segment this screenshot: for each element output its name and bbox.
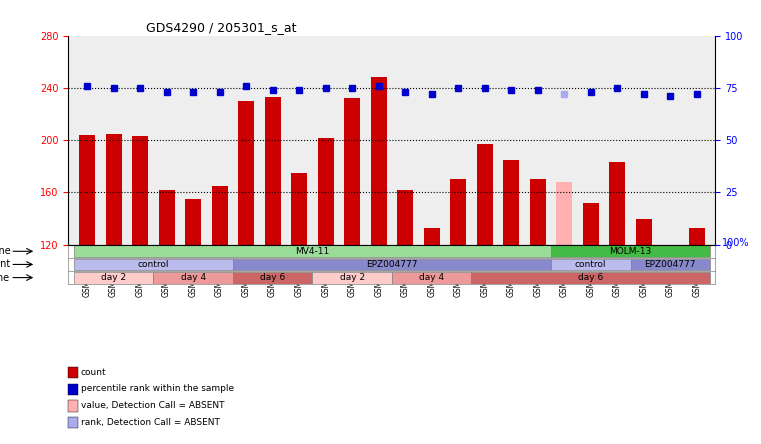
Bar bbox=[397, 190, 413, 245]
FancyBboxPatch shape bbox=[74, 258, 233, 270]
Text: day 4: day 4 bbox=[419, 273, 444, 282]
Text: EPZ004777: EPZ004777 bbox=[645, 260, 696, 269]
Text: cell line: cell line bbox=[0, 246, 11, 256]
Text: EPZ004777: EPZ004777 bbox=[366, 260, 418, 269]
Text: day 4: day 4 bbox=[180, 273, 205, 282]
Bar bbox=[158, 190, 174, 245]
Text: control: control bbox=[575, 260, 607, 269]
Bar bbox=[79, 135, 95, 245]
Bar bbox=[556, 182, 572, 245]
Text: day 6: day 6 bbox=[578, 273, 603, 282]
Text: percentile rank within the sample: percentile rank within the sample bbox=[81, 385, 234, 393]
Bar bbox=[371, 77, 387, 245]
Bar bbox=[451, 179, 466, 245]
Bar bbox=[530, 179, 546, 245]
FancyBboxPatch shape bbox=[631, 258, 710, 270]
FancyBboxPatch shape bbox=[153, 272, 233, 284]
Text: MOLM-13: MOLM-13 bbox=[610, 247, 651, 256]
Bar bbox=[583, 203, 599, 245]
Bar bbox=[317, 138, 333, 245]
Bar bbox=[238, 101, 254, 245]
Text: time: time bbox=[0, 273, 11, 282]
Bar bbox=[265, 97, 281, 245]
FancyBboxPatch shape bbox=[472, 272, 710, 284]
Bar bbox=[476, 144, 492, 245]
Bar bbox=[106, 134, 122, 245]
Bar bbox=[689, 228, 705, 245]
Text: 100%: 100% bbox=[721, 238, 750, 248]
FancyBboxPatch shape bbox=[233, 258, 551, 270]
Bar bbox=[291, 173, 307, 245]
Bar bbox=[185, 199, 201, 245]
FancyBboxPatch shape bbox=[551, 258, 631, 270]
Text: control: control bbox=[138, 260, 169, 269]
Text: MV4-11: MV4-11 bbox=[295, 247, 330, 256]
Bar bbox=[424, 228, 440, 245]
FancyBboxPatch shape bbox=[551, 246, 710, 257]
Bar bbox=[132, 136, 148, 245]
Bar bbox=[503, 160, 519, 245]
Text: agent: agent bbox=[0, 259, 11, 270]
Bar bbox=[610, 163, 626, 245]
FancyBboxPatch shape bbox=[74, 246, 551, 257]
Text: day 6: day 6 bbox=[260, 273, 285, 282]
Text: rank, Detection Call = ABSENT: rank, Detection Call = ABSENT bbox=[81, 418, 219, 427]
Bar bbox=[635, 218, 651, 245]
Text: day 2: day 2 bbox=[101, 273, 126, 282]
Text: day 2: day 2 bbox=[339, 273, 365, 282]
FancyBboxPatch shape bbox=[312, 272, 392, 284]
FancyBboxPatch shape bbox=[233, 272, 312, 284]
Bar bbox=[344, 98, 360, 245]
Text: count: count bbox=[81, 368, 107, 377]
Text: value, Detection Call = ABSENT: value, Detection Call = ABSENT bbox=[81, 401, 224, 410]
FancyBboxPatch shape bbox=[392, 272, 472, 284]
Bar bbox=[212, 186, 228, 245]
FancyBboxPatch shape bbox=[74, 272, 153, 284]
Text: GDS4290 / 205301_s_at: GDS4290 / 205301_s_at bbox=[146, 21, 297, 34]
